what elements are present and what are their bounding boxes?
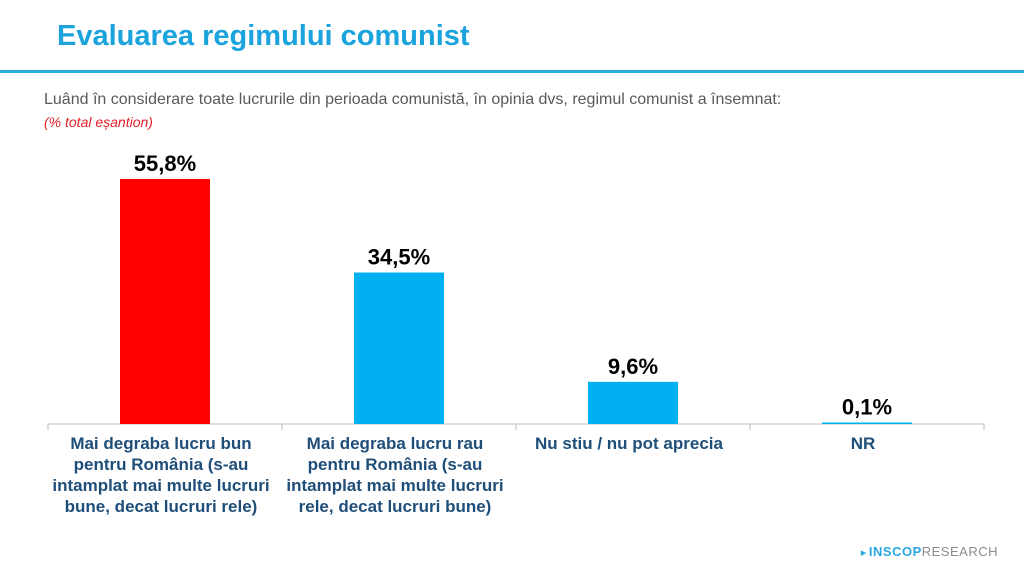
logo-suffix: RESEARCH — [921, 544, 998, 559]
category-label-dontknow: Nu stiu / nu pot aprecia — [535, 434, 723, 453]
bar — [354, 272, 444, 424]
logo-brand: INSCOP — [868, 544, 922, 559]
bar-value-label: 9,6% — [608, 354, 658, 379]
category-label-nr: NR — [850, 434, 876, 453]
bar — [822, 422, 912, 424]
category-label-good: Mai degraba lucru bun pentru România (s-… — [52, 434, 270, 516]
chart-title: Evaluarea regimului comunist — [57, 20, 470, 52]
bar-value-label: 55,8% — [134, 151, 196, 176]
sample-note: (% total eșantion) — [44, 114, 153, 130]
bar-value-label: 0,1% — [842, 395, 892, 420]
bar — [588, 381, 678, 424]
bar-value-label: 34,5% — [368, 245, 430, 270]
logo-mark-icon: ▸ — [860, 547, 867, 559]
title-divider — [0, 70, 1024, 73]
bar — [120, 179, 210, 424]
inscop-logo: ▸ INSCOPRESEARCH — [861, 544, 998, 559]
category-label-bad: Mai degraba lucru rau pentru România (s-… — [286, 434, 504, 516]
question-text: Luând în considerare toate lucrurile din… — [44, 91, 782, 108]
